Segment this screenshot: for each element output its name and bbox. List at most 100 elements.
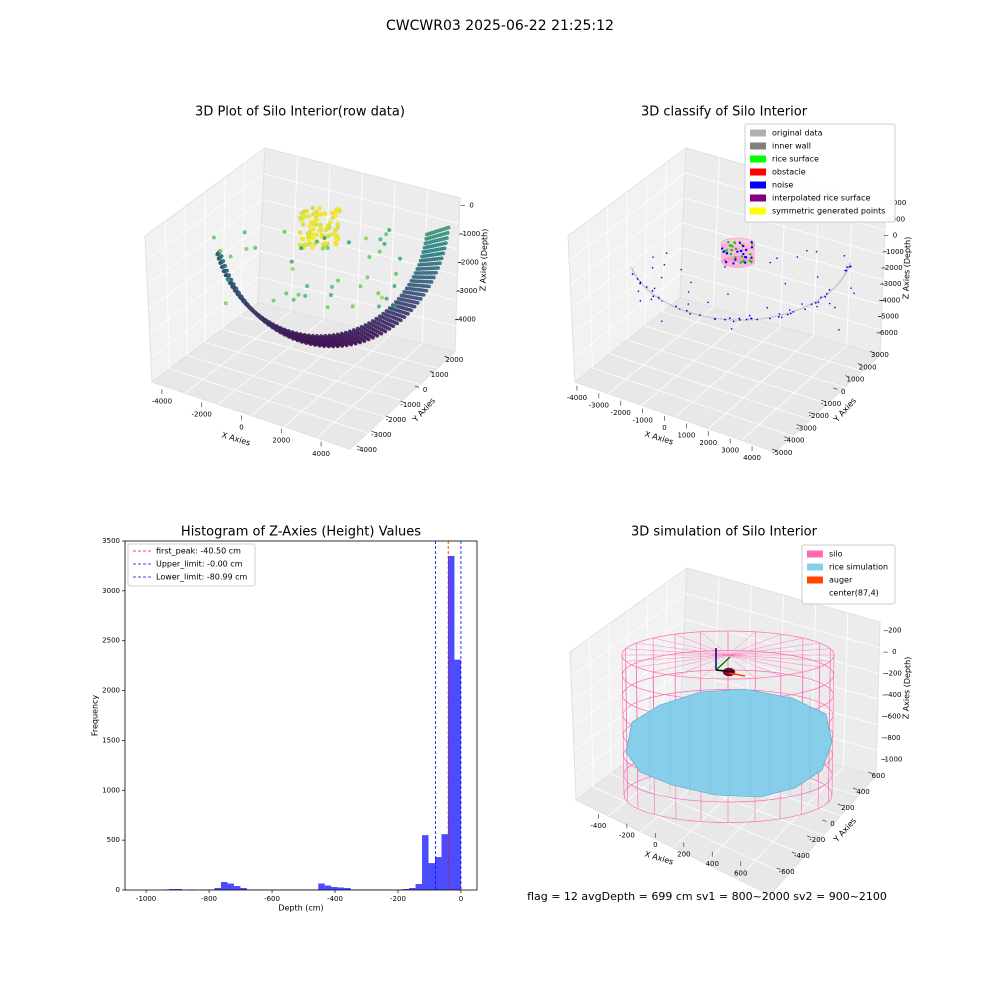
point [377, 249, 382, 254]
z-tick-label: -4000 [880, 296, 900, 304]
point [335, 225, 341, 230]
y-tick-label: 3000 [102, 587, 120, 595]
point [317, 205, 322, 211]
bar [454, 659, 461, 890]
silo-wire [674, 634, 729, 656]
z-tick-label: -1000 [884, 248, 904, 256]
point [781, 316, 783, 319]
pane-grid [145, 173, 265, 261]
obstacle-shape [720, 237, 756, 251]
point [843, 274, 846, 276]
pane-grid [685, 593, 880, 649]
point [728, 317, 731, 320]
point [438, 261, 442, 266]
point [242, 299, 247, 303]
point [733, 241, 737, 245]
point [808, 304, 811, 306]
legend-label: center(87,4) [829, 589, 879, 598]
silo-wire [636, 654, 729, 668]
point [379, 331, 384, 336]
point [850, 287, 852, 289]
point [391, 324, 396, 329]
point [657, 296, 660, 299]
point [740, 319, 743, 321]
point [303, 293, 308, 298]
point [362, 339, 367, 343]
point [756, 318, 759, 321]
point [636, 278, 639, 280]
point [690, 312, 693, 314]
tick-mark [385, 415, 391, 418]
point [304, 341, 309, 345]
silo-wire [727, 631, 756, 656]
silo-wire [621, 654, 625, 796]
point [263, 320, 268, 324]
point [282, 229, 287, 234]
point [796, 256, 799, 258]
point [789, 312, 792, 315]
point [653, 287, 656, 290]
point [387, 228, 392, 233]
point [406, 311, 410, 316]
point [665, 252, 668, 254]
point [334, 242, 339, 247]
point [256, 313, 260, 318]
point [223, 263, 227, 268]
point [794, 310, 796, 312]
point [655, 295, 657, 298]
point [228, 254, 233, 259]
point [665, 302, 668, 304]
point [848, 263, 851, 266]
tick-mark [852, 787, 858, 790]
z-tick-label: 2000 [888, 199, 906, 207]
legend-label: obstacle [772, 168, 806, 177]
point [750, 246, 754, 249]
legend-label: rice surface [772, 155, 819, 164]
bar [318, 883, 325, 890]
point [383, 329, 388, 334]
point [283, 332, 287, 337]
point [734, 258, 737, 261]
point [297, 242, 303, 248]
point [646, 288, 648, 290]
point [814, 302, 817, 304]
point [745, 318, 748, 321]
silo-wire [727, 634, 782, 656]
point [669, 303, 671, 306]
point [849, 262, 851, 265]
point [828, 302, 831, 305]
y-tick-label: -3000 [371, 431, 391, 439]
point [334, 236, 340, 242]
silo-wire [727, 654, 831, 662]
legend-label: original data [772, 129, 823, 138]
point [803, 306, 806, 309]
tick-mark [807, 835, 812, 838]
legend-label: interpolated rice surface [772, 194, 870, 203]
point [831, 288, 834, 291]
point [841, 277, 843, 280]
point [398, 318, 403, 323]
point [444, 236, 449, 240]
point [801, 307, 804, 309]
point [730, 327, 733, 330]
x-tick-label: -600 [264, 895, 280, 903]
z-axis-label: Z Axies (Depth) [478, 229, 489, 292]
point [326, 344, 331, 349]
point [844, 272, 847, 275]
point [434, 270, 438, 275]
point [696, 314, 699, 316]
x-tick-label: 2000 [272, 437, 290, 445]
point [418, 297, 423, 301]
silo-wire [625, 654, 729, 662]
point [298, 217, 304, 223]
bar [331, 887, 338, 890]
point [816, 305, 818, 308]
point [820, 296, 822, 299]
point [774, 315, 777, 318]
z-tick-label: 0 [469, 202, 473, 210]
point [367, 255, 372, 260]
point [805, 305, 807, 308]
point [768, 317, 771, 320]
point [739, 261, 742, 264]
point [314, 209, 319, 214]
